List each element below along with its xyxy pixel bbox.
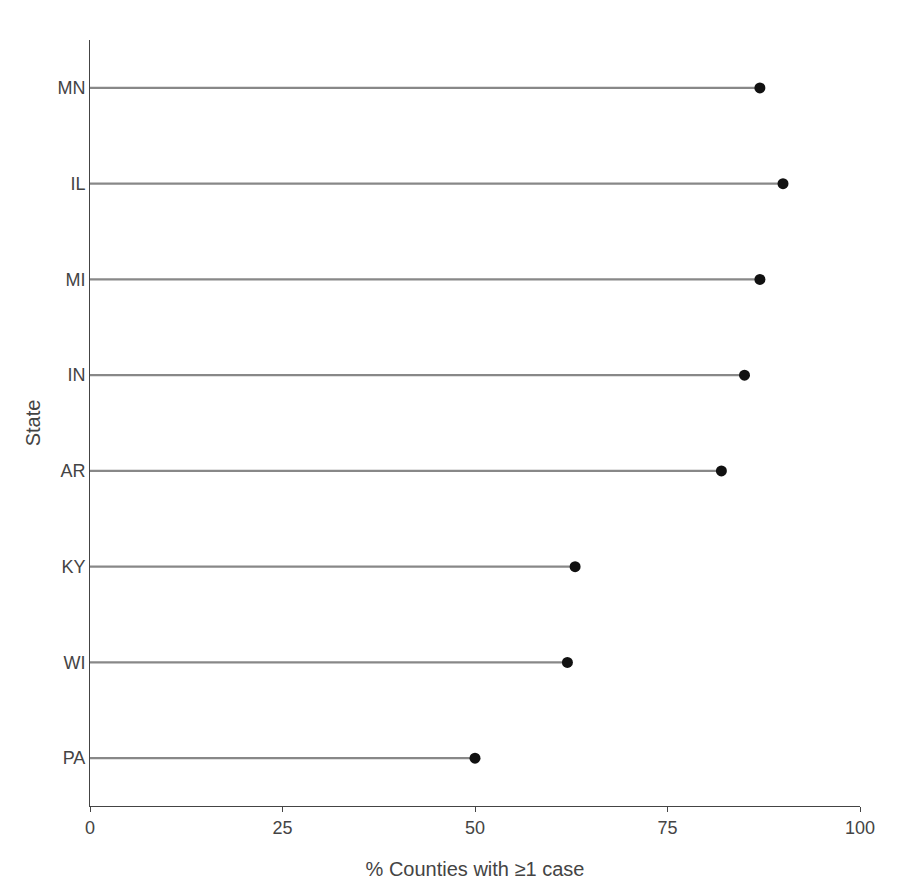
- svg-text:State: State: [22, 400, 44, 447]
- svg-text:IL: IL: [70, 174, 85, 194]
- svg-text:% Counties with ≥1 case: % Counties with ≥1 case: [366, 858, 585, 880]
- svg-text:50: 50: [465, 818, 485, 838]
- svg-text:100: 100: [845, 818, 875, 838]
- svg-text:AR: AR: [60, 461, 85, 481]
- svg-text:25: 25: [272, 818, 292, 838]
- svg-text:PA: PA: [63, 748, 86, 768]
- svg-text:WI: WI: [63, 653, 85, 673]
- svg-text:KY: KY: [61, 557, 85, 577]
- svg-text:0: 0: [85, 818, 95, 838]
- svg-text:MI: MI: [65, 270, 85, 290]
- svg-text:IN: IN: [67, 365, 85, 385]
- svg-text:MN: MN: [57, 78, 85, 98]
- svg-text:75: 75: [657, 818, 677, 838]
